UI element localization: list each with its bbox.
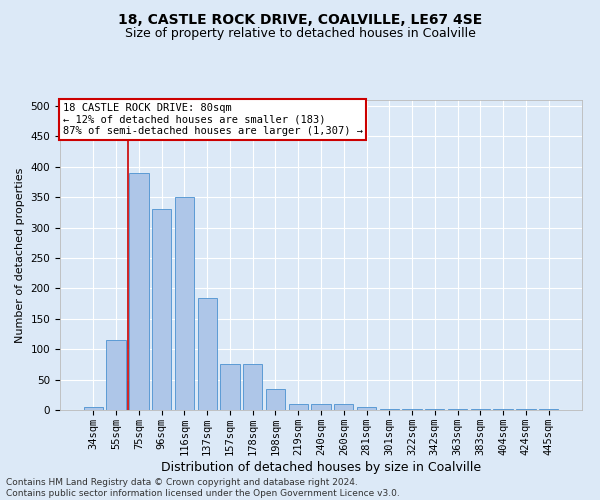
Bar xyxy=(425,409,445,410)
Bar xyxy=(129,173,149,410)
Bar xyxy=(289,404,308,410)
Bar xyxy=(175,198,194,410)
Bar xyxy=(470,409,490,410)
Bar xyxy=(357,407,376,410)
Bar xyxy=(266,388,285,410)
Bar xyxy=(448,409,467,410)
X-axis label: Distribution of detached houses by size in Coalville: Distribution of detached houses by size … xyxy=(161,460,481,473)
Text: Contains HM Land Registry data © Crown copyright and database right 2024.
Contai: Contains HM Land Registry data © Crown c… xyxy=(6,478,400,498)
Y-axis label: Number of detached properties: Number of detached properties xyxy=(15,168,25,342)
Bar xyxy=(334,404,353,410)
Bar xyxy=(516,409,536,410)
Bar xyxy=(220,364,239,410)
Bar xyxy=(311,404,331,410)
Text: 18 CASTLE ROCK DRIVE: 80sqm
← 12% of detached houses are smaller (183)
87% of se: 18 CASTLE ROCK DRIVE: 80sqm ← 12% of det… xyxy=(62,103,362,136)
Text: 18, CASTLE ROCK DRIVE, COALVILLE, LE67 4SE: 18, CASTLE ROCK DRIVE, COALVILLE, LE67 4… xyxy=(118,12,482,26)
Bar xyxy=(380,409,399,410)
Text: Size of property relative to detached houses in Coalville: Size of property relative to detached ho… xyxy=(125,28,475,40)
Bar xyxy=(539,409,558,410)
Bar xyxy=(493,409,513,410)
Bar xyxy=(152,210,172,410)
Bar xyxy=(106,340,126,410)
Bar xyxy=(403,409,422,410)
Bar xyxy=(243,364,262,410)
Bar xyxy=(84,407,103,410)
Bar xyxy=(197,298,217,410)
